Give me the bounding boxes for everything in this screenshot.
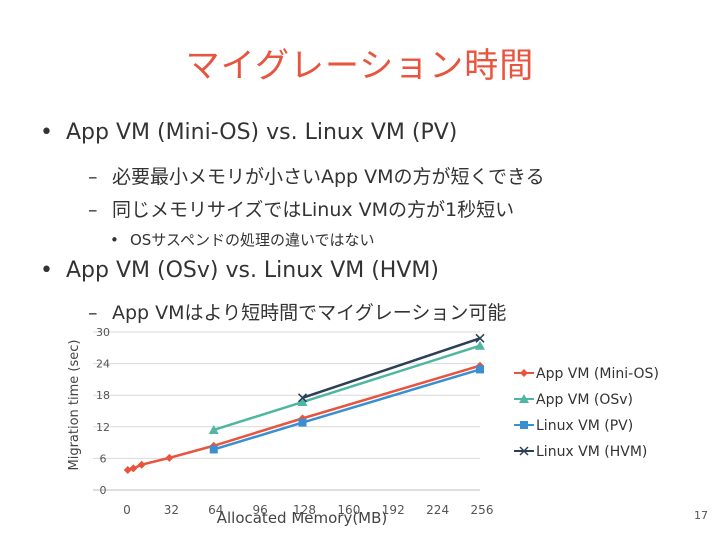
x-tick-label: 32 [164, 503, 179, 517]
bullet-2: • App VM (OSv) vs. Linux VM (HVM) [40, 258, 439, 283]
x-axis-title: Allocated Memory(MB) [217, 509, 388, 527]
data-point [297, 393, 308, 403]
legend-label: Linux VM (HVM) [536, 444, 647, 460]
bullet-dot: • [40, 258, 53, 283]
sub-bullet-2: – 同じメモリサイズではLinux VMの方が1秒短い [88, 195, 514, 222]
data-point [298, 418, 307, 427]
sub-bullet-1: – 必要最小メモリが小さいApp VMの方が短くできる [88, 162, 545, 189]
sub-bullet-1-text: 必要最小メモリが小さいApp VMの方が短くできる [112, 166, 545, 188]
x-tick-label: 192 [382, 503, 405, 517]
x-tick-label: 96 [252, 503, 267, 517]
bullet-dot: • [40, 120, 53, 145]
data-point [129, 464, 138, 473]
dash-marker: – [88, 199, 98, 221]
sub-sub-bullet-1-text: OSサスペンドの処理の違いではない [130, 231, 375, 249]
x-tick-label: 256 [471, 503, 494, 517]
data-point [297, 397, 308, 407]
x-tick-label: 160 [337, 503, 360, 517]
y-axis-title: Migration time (sec) [67, 340, 82, 471]
series-line-3 [213, 368, 481, 451]
x-tick-label: 0 [123, 503, 131, 517]
legend-marker [520, 369, 528, 377]
legend-label: App VM (OSv) [536, 392, 633, 408]
x-tick-label: 128 [293, 503, 316, 517]
data-point [475, 333, 485, 343]
series-line-4 [302, 337, 481, 400]
x-tick-label: 224 [426, 503, 449, 517]
data-point [209, 445, 218, 454]
y-tick-label: 6 [100, 452, 107, 465]
data-point [475, 340, 485, 350]
data-point [476, 365, 484, 374]
sub-bullet-3-text: App VMはより短時間でマイグレーション可能 [112, 302, 507, 324]
slide-title: マイグレーション時間 [185, 46, 535, 86]
y-tick-label: 30 [96, 326, 110, 339]
x-tick-label: 64 [208, 503, 223, 517]
y-tick-label: 24 [96, 358, 110, 371]
bullet-dot: • [110, 231, 119, 249]
dash-marker: – [88, 302, 98, 324]
legend-marker [519, 394, 529, 403]
page-number: 17 [694, 509, 708, 522]
data-point [208, 424, 219, 434]
series-line-2 [213, 344, 481, 432]
y-tick-label: 12 [96, 421, 110, 434]
bullet-1: • App VM (Mini-OS) vs. Linux VM (PV) [40, 120, 457, 145]
bullet-2-text: App VM (OSv) vs. Linux VM (HVM) [66, 258, 439, 283]
data-point [137, 460, 146, 469]
sub-sub-bullet-1: • OSサスペンドの処理の違いではない [110, 229, 375, 250]
sub-bullet-3: – App VMはより短時間でマイグレーション可能 [88, 298, 506, 325]
legend-marker [520, 421, 528, 429]
dash-marker: – [88, 166, 98, 188]
data-point [165, 453, 174, 462]
legend-label: App VM (Mini-OS) [536, 366, 659, 382]
legend-marker [519, 446, 529, 456]
bullet-1-text: App VM (Mini-OS) vs. Linux VM (PV) [66, 120, 458, 145]
legend-label: Linux VM (PV) [536, 418, 633, 434]
y-tick-label: 18 [96, 389, 110, 402]
y-tick-label: 0 [100, 484, 107, 497]
sub-bullet-2-text: 同じメモリサイズではLinux VMの方が1秒短い [112, 199, 515, 221]
